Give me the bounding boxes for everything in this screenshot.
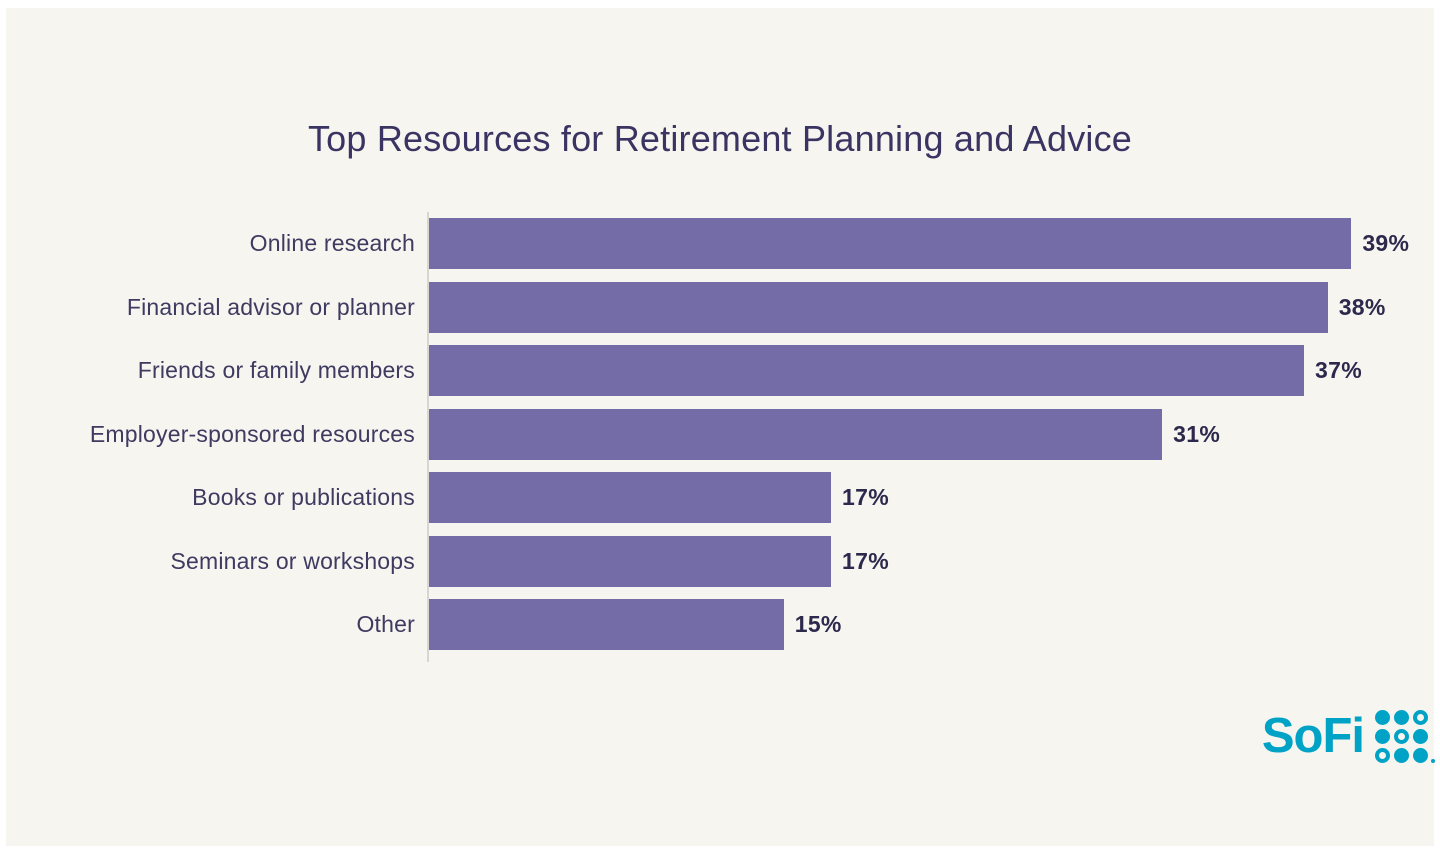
bar [429, 472, 832, 524]
category-label: Financial advisor or planner [126, 293, 415, 320]
bar-track: 38% [429, 281, 1434, 333]
chart-title: Top Resources for Retirement Planning an… [307, 118, 1133, 159]
value-label: 38% [1338, 293, 1386, 320]
bar-row: Books or publications 17% [6, 466, 1434, 530]
bar [429, 599, 784, 651]
filled-dot [1394, 709, 1409, 725]
filled-dot [1375, 728, 1390, 744]
category-label: Online research [249, 230, 415, 257]
bar-row: Seminars or workshops 17% [6, 530, 1434, 594]
bar-rows: Online research 39% Financial advisor or p… [6, 212, 1434, 657]
bar [429, 218, 1352, 270]
chart-canvas: Top Resources for Retirement Planning an… [6, 8, 1435, 846]
bar-track: 15% [429, 599, 1434, 651]
filled-dot [1375, 709, 1390, 725]
bar-track: 39% [429, 218, 1434, 270]
value-label: 15% [794, 611, 842, 638]
trademark-dot [1431, 758, 1435, 763]
bar-row: Other 15% [6, 593, 1434, 657]
bar-chart: Online research 39% Financial advisor or p… [6, 212, 1434, 662]
value-label: 17% [842, 547, 889, 574]
bar [429, 345, 1305, 397]
sofi-logo: SoFi [1261, 702, 1435, 770]
bar-track: 17% [429, 535, 1434, 587]
category-label: Seminars or workshops [170, 547, 415, 574]
bar [429, 281, 1328, 333]
bar-row: Employer-sponsored resources 31% [6, 403, 1434, 467]
filled-dot [1394, 747, 1409, 763]
value-label: 37% [1315, 357, 1362, 384]
ring-dot [1413, 709, 1428, 725]
bar-row: Financial advisor or planner 38% [6, 276, 1434, 340]
bar-track: 37% [429, 345, 1434, 397]
bar [429, 408, 1163, 460]
filled-dot [1413, 728, 1428, 744]
bar [429, 535, 832, 587]
filled-dot [1413, 747, 1428, 763]
category-label: Friends or family members [137, 357, 415, 384]
value-label: 31% [1173, 420, 1221, 447]
category-label: Other [356, 611, 415, 638]
bar-row: Friends or family members 37% [6, 339, 1434, 403]
bar-row: Online research 39% [6, 212, 1434, 276]
category-label: Books or publications [192, 484, 415, 511]
value-label: 39% [1362, 230, 1410, 257]
ring-dot [1375, 747, 1390, 763]
bar-track: 31% [429, 408, 1434, 460]
bar-track: 17% [429, 472, 1434, 524]
value-label: 17% [842, 484, 889, 511]
sofi-logo-dots-icon [1375, 709, 1435, 763]
ring-dot [1394, 728, 1409, 744]
sofi-logo-text: SoFi [1261, 708, 1365, 763]
category-label: Employer-sponsored resources [89, 420, 415, 447]
y-axis-line [427, 212, 429, 662]
